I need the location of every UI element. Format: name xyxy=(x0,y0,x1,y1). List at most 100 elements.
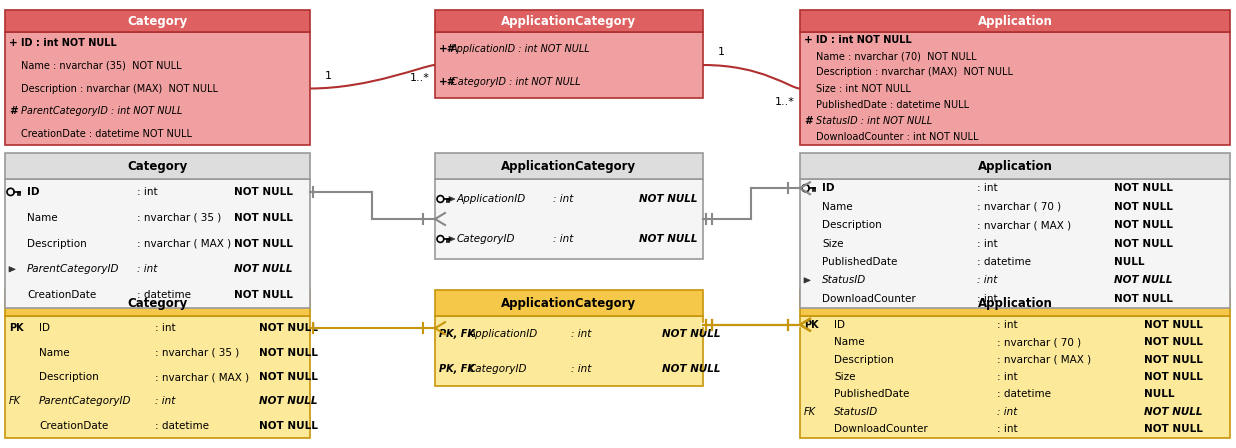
FancyBboxPatch shape xyxy=(435,153,703,179)
Text: +#: +# xyxy=(439,77,455,86)
Text: Category: Category xyxy=(127,159,188,172)
FancyBboxPatch shape xyxy=(5,10,310,32)
Text: NOT NULL: NOT NULL xyxy=(258,396,318,406)
Text: +: + xyxy=(803,35,813,45)
Text: NULL: NULL xyxy=(1115,257,1145,267)
Text: NOT NULL: NOT NULL xyxy=(662,328,721,339)
Text: ApplicationCategory: ApplicationCategory xyxy=(502,14,637,27)
Text: DownloadCounter: DownloadCounter xyxy=(834,424,928,434)
Text: ParentCategoryID : int NOT NULL: ParentCategoryID : int NOT NULL xyxy=(21,106,183,116)
Text: 1..*: 1..* xyxy=(410,73,430,83)
Text: StatusID: StatusID xyxy=(834,407,879,417)
Text: PublishedDate : datetime NULL: PublishedDate : datetime NULL xyxy=(816,99,969,110)
Text: : int: : int xyxy=(976,276,997,285)
FancyBboxPatch shape xyxy=(800,32,1230,145)
Text: : int: : int xyxy=(554,234,574,244)
FancyBboxPatch shape xyxy=(800,153,1230,179)
Text: CreationDate: CreationDate xyxy=(27,290,96,300)
Text: : nvarchar ( 70 ): : nvarchar ( 70 ) xyxy=(997,337,1082,347)
Text: NOT NULL: NOT NULL xyxy=(1115,294,1173,304)
Text: NOT NULL: NOT NULL xyxy=(258,421,318,431)
Text: : int: : int xyxy=(154,323,176,333)
Text: : int: : int xyxy=(997,372,1018,382)
Text: PK, FK: PK, FK xyxy=(439,363,475,374)
Text: : nvarchar ( MAX ): : nvarchar ( MAX ) xyxy=(137,238,231,249)
Text: : nvarchar ( 70 ): : nvarchar ( 70 ) xyxy=(976,202,1060,211)
Text: Application: Application xyxy=(978,14,1052,27)
Text: NOT NULL: NOT NULL xyxy=(235,187,293,197)
Text: ParentCategoryID: ParentCategoryID xyxy=(40,396,131,406)
Text: NOT NULL: NOT NULL xyxy=(1115,202,1173,211)
Text: Application: Application xyxy=(978,159,1052,172)
Text: Size: Size xyxy=(834,372,855,382)
Text: : datetime: : datetime xyxy=(154,421,209,431)
FancyBboxPatch shape xyxy=(800,316,1230,438)
FancyBboxPatch shape xyxy=(435,179,703,259)
FancyBboxPatch shape xyxy=(5,316,310,438)
FancyBboxPatch shape xyxy=(800,179,1230,308)
Polygon shape xyxy=(9,267,15,272)
Text: : nvarchar ( MAX ): : nvarchar ( MAX ) xyxy=(997,354,1091,365)
Text: : datetime: : datetime xyxy=(976,257,1031,267)
Text: NOT NULL: NOT NULL xyxy=(639,194,698,204)
Text: NOT NULL: NOT NULL xyxy=(235,264,293,274)
Text: StatusID: StatusID xyxy=(822,276,866,285)
Text: : int: : int xyxy=(976,238,997,249)
Text: ApplicationID: ApplicationID xyxy=(468,328,538,339)
Text: #: # xyxy=(9,106,16,116)
Text: : int: : int xyxy=(137,187,157,197)
Text: #: # xyxy=(803,116,811,126)
Text: Description: Description xyxy=(27,238,87,249)
Text: : int: : int xyxy=(554,194,574,204)
Text: ApplicationCategory: ApplicationCategory xyxy=(502,159,637,172)
Text: NOT NULL: NOT NULL xyxy=(1115,238,1173,249)
Text: 1: 1 xyxy=(718,47,724,57)
Text: CategoryID : int NOT NULL: CategoryID : int NOT NULL xyxy=(451,77,581,86)
Text: NOT NULL: NOT NULL xyxy=(1143,337,1203,347)
Text: : nvarchar ( 35 ): : nvarchar ( 35 ) xyxy=(154,348,239,358)
Text: Name : nvarchar (70)  NOT NULL: Name : nvarchar (70) NOT NULL xyxy=(816,51,976,61)
FancyBboxPatch shape xyxy=(435,290,703,316)
Text: NOT NULL: NOT NULL xyxy=(1143,372,1203,382)
Text: : int: : int xyxy=(997,424,1018,434)
Text: NOT NULL: NOT NULL xyxy=(258,323,318,333)
Polygon shape xyxy=(803,278,811,283)
Text: : datetime: : datetime xyxy=(137,290,190,300)
Polygon shape xyxy=(449,237,455,241)
Text: NOT NULL: NOT NULL xyxy=(1143,320,1203,330)
Text: CategoryID: CategoryID xyxy=(457,234,515,244)
FancyBboxPatch shape xyxy=(5,290,310,316)
Text: ApplicationID: ApplicationID xyxy=(457,194,527,204)
Text: PK: PK xyxy=(9,323,23,333)
Text: NOT NULL: NOT NULL xyxy=(1143,407,1203,417)
Text: NOT NULL: NOT NULL xyxy=(258,348,318,358)
Text: NOT NULL: NOT NULL xyxy=(639,234,698,244)
Text: Name : nvarchar (35)  NOT NULL: Name : nvarchar (35) NOT NULL xyxy=(21,61,182,71)
Text: +: + xyxy=(9,38,17,48)
Text: : nvarchar ( 35 ): : nvarchar ( 35 ) xyxy=(137,213,221,223)
FancyBboxPatch shape xyxy=(435,32,703,98)
Text: CreationDate: CreationDate xyxy=(40,421,109,431)
Text: Description: Description xyxy=(834,354,894,365)
Text: PublishedDate: PublishedDate xyxy=(834,389,910,400)
Text: CategoryID: CategoryID xyxy=(468,363,528,374)
FancyBboxPatch shape xyxy=(800,290,1230,316)
Text: 1: 1 xyxy=(325,70,331,81)
Text: ID : int NOT NULL: ID : int NOT NULL xyxy=(21,38,116,48)
Text: Size : int NOT NULL: Size : int NOT NULL xyxy=(816,83,911,94)
Text: PK, FK: PK, FK xyxy=(439,328,475,339)
Text: Description : nvarchar (MAX)  NOT NULL: Description : nvarchar (MAX) NOT NULL xyxy=(816,67,1014,78)
Text: +#: +# xyxy=(439,43,455,53)
Text: NOT NULL: NOT NULL xyxy=(1115,183,1173,193)
FancyBboxPatch shape xyxy=(435,10,703,32)
Text: Size: Size xyxy=(822,238,843,249)
Text: NOT NULL: NOT NULL xyxy=(1143,354,1203,365)
Text: NOT NULL: NOT NULL xyxy=(258,372,318,382)
Text: NOT NULL: NOT NULL xyxy=(662,363,721,374)
Text: : int: : int xyxy=(997,320,1018,330)
Text: ApplicationCategory: ApplicationCategory xyxy=(502,297,637,310)
Text: NOT NULL: NOT NULL xyxy=(235,213,293,223)
Text: NULL: NULL xyxy=(1143,389,1174,400)
Text: : nvarchar ( MAX ): : nvarchar ( MAX ) xyxy=(976,220,1070,230)
Text: StatusID : int NOT NULL: StatusID : int NOT NULL xyxy=(816,116,932,126)
